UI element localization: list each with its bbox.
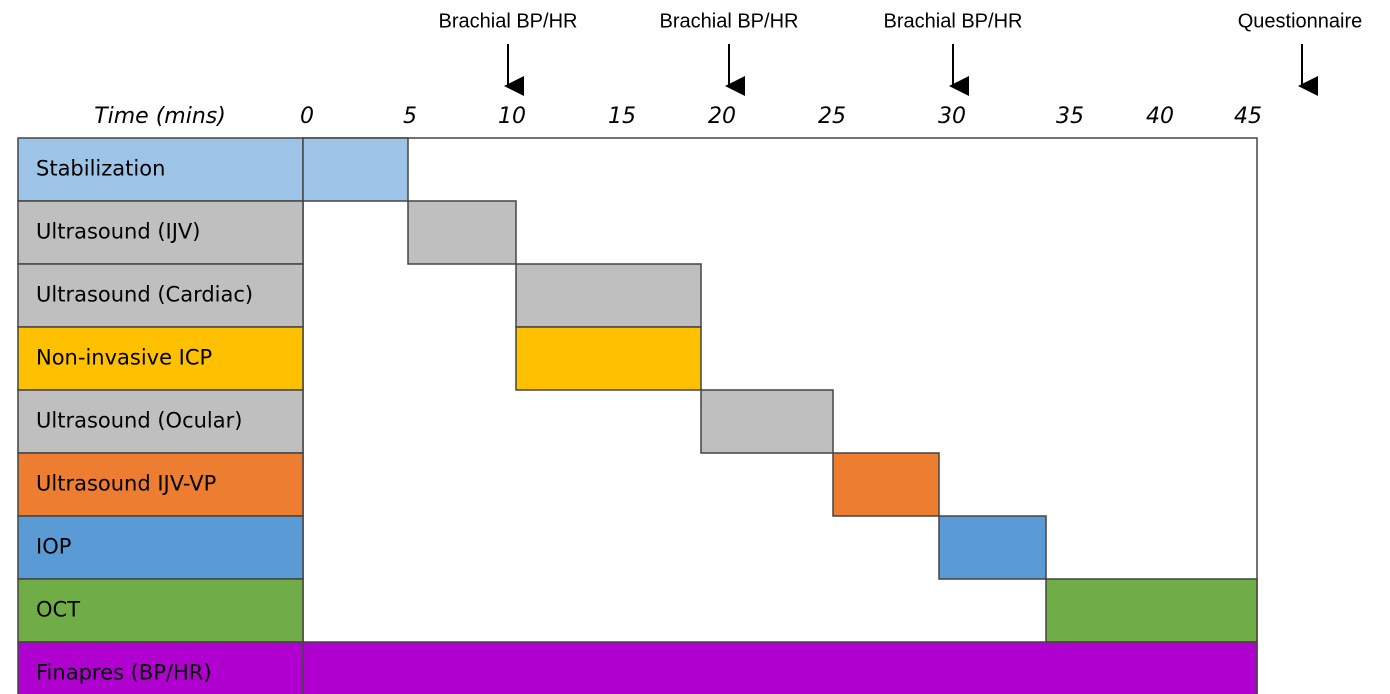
- time-tick: 5: [403, 104, 417, 129]
- row-label-cell: [17, 200, 304, 265]
- activity-bar: [700, 389, 834, 454]
- time-label: Time (mins): [94, 104, 226, 129]
- row-label-cell: [17, 326, 304, 391]
- row-label: Ultrasound (Cardiac): [36, 283, 253, 307]
- time-tick: 35: [1056, 104, 1084, 129]
- activity-bar: [407, 200, 517, 265]
- annotation: Brachial BP/HR: [439, 10, 578, 32]
- row-label-cell: [17, 641, 304, 694]
- time-tick: 20: [708, 104, 736, 129]
- activity-bar: [302, 137, 409, 202]
- row-label-cell: [17, 137, 304, 202]
- time-tick: 45: [1234, 104, 1262, 129]
- activity-bar: [515, 326, 702, 391]
- row-label-cell: [17, 263, 304, 328]
- row-label: Ultrasound (Ocular): [36, 409, 242, 433]
- time-tick: 40: [1146, 104, 1174, 129]
- row-label: Stabilization: [36, 157, 165, 181]
- time-tick: 30: [938, 104, 966, 129]
- row-label: OCT: [36, 598, 80, 622]
- annotation: Questionnaire: [1238, 10, 1363, 32]
- row-label: Ultrasound IJV-VP: [36, 472, 216, 496]
- activity-bar: [302, 641, 1258, 694]
- annotation: Brachial BP/HR: [660, 10, 799, 32]
- row-label: Non-invasive ICP: [36, 346, 212, 370]
- activity-bar: [515, 263, 702, 328]
- annotation: Brachial BP/HR: [884, 10, 1023, 32]
- time-tick: 10: [498, 104, 526, 129]
- activity-bar: [938, 515, 1047, 580]
- activity-bar: [832, 452, 940, 517]
- time-tick: 25: [818, 104, 846, 129]
- row-label: Finapres (BP/HR): [36, 661, 212, 685]
- row-label-cell: [17, 452, 304, 517]
- row-label-cell: [17, 515, 304, 580]
- time-tick: 0: [300, 104, 314, 129]
- time-tick: 15: [608, 104, 636, 129]
- row-label: IOP: [36, 535, 71, 559]
- row-label-cell: [17, 389, 304, 454]
- activity-bar: [1045, 578, 1258, 643]
- row-label: Ultrasound (IJV): [36, 220, 201, 244]
- row-label-cell: [17, 578, 304, 643]
